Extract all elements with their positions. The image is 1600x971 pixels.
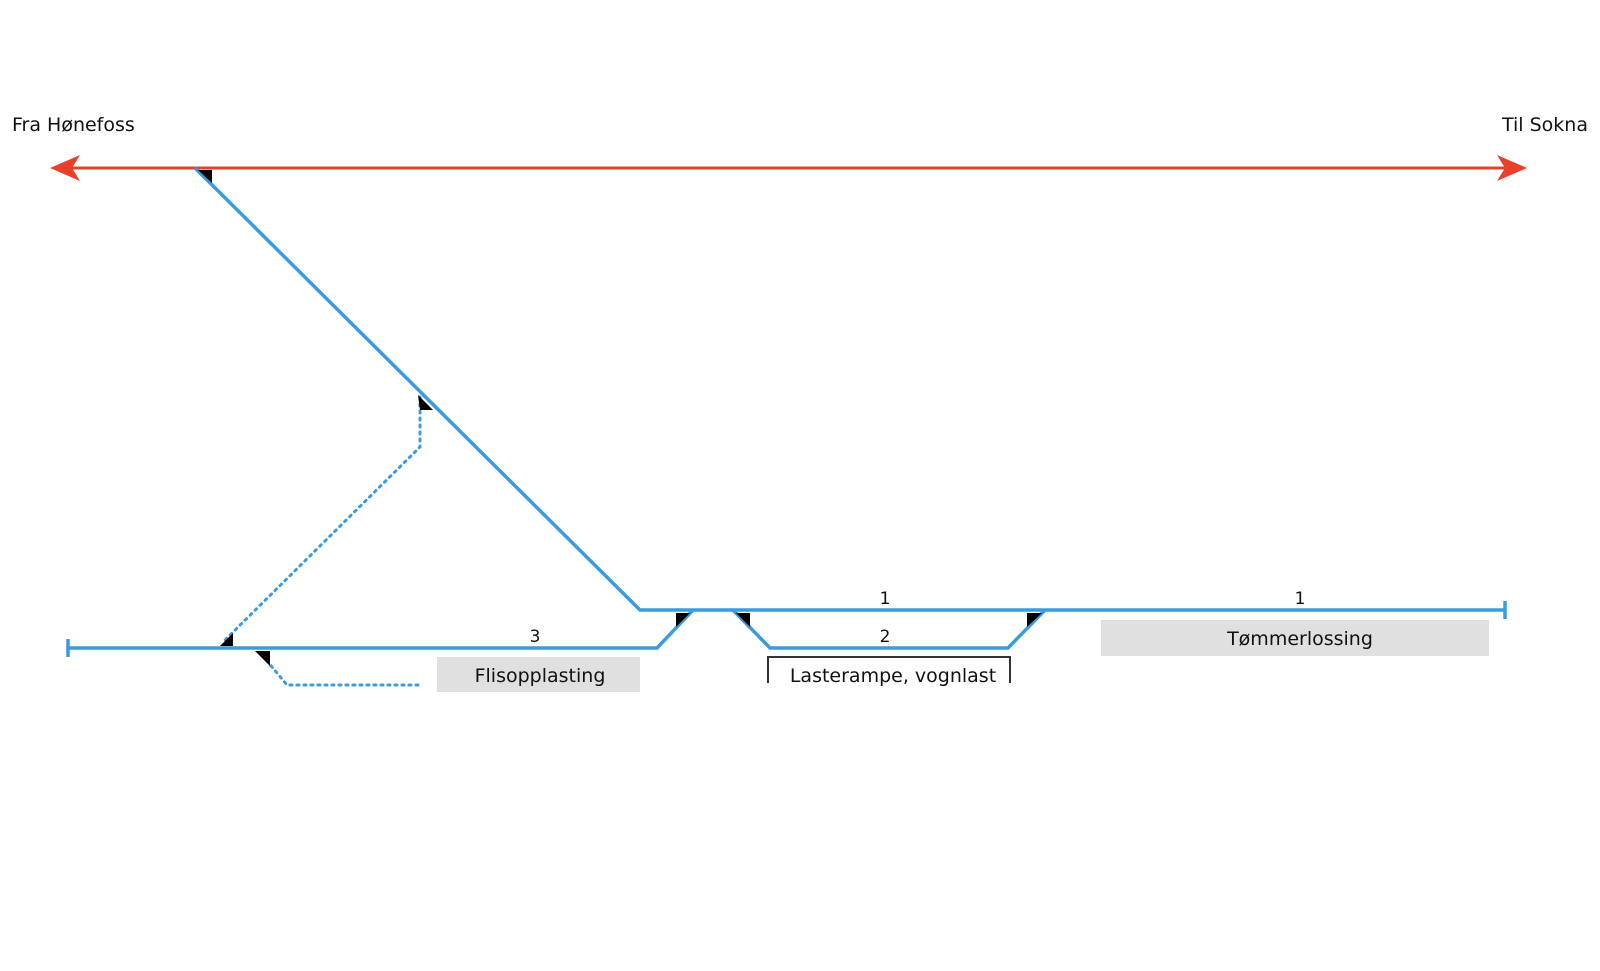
track3 (68, 608, 695, 650)
switch-icon (220, 633, 233, 646)
track-number-1: 1 (880, 589, 891, 609)
direction-right-label: Til Sokna (1501, 114, 1588, 136)
flisopplasting-box (437, 657, 640, 692)
main-line (50, 155, 1527, 181)
track-number-3: 3 (530, 627, 541, 647)
direction-left-label: Fra Hønefoss (12, 114, 135, 136)
track-number-1: 1 (1295, 589, 1306, 609)
switch-icon (198, 170, 212, 183)
switch-icon (736, 613, 750, 627)
lasterampe-label: Lasterampe, vognlast (790, 665, 996, 687)
tommerlossing-box (1101, 620, 1489, 656)
switch-icon (1027, 613, 1042, 627)
flisopplasting-label: Flisopplasting (475, 665, 606, 687)
tommerlossing-label: Tømmerlossing (1226, 628, 1373, 650)
switch-icon (255, 651, 270, 666)
dotted-connector (220, 395, 422, 645)
lasterampe-bracket (767, 656, 1011, 683)
tracks (66, 166, 1507, 687)
arrow-left-icon (50, 155, 80, 181)
branch-diagonal (193, 166, 1505, 612)
track2 (731, 608, 1047, 650)
switch-icon (676, 613, 690, 627)
dotted-siding (260, 653, 420, 687)
arrow-right-icon (1497, 155, 1527, 181)
switches (198, 170, 1042, 666)
switch-icon (418, 395, 433, 410)
track-number-2: 2 (880, 627, 891, 647)
